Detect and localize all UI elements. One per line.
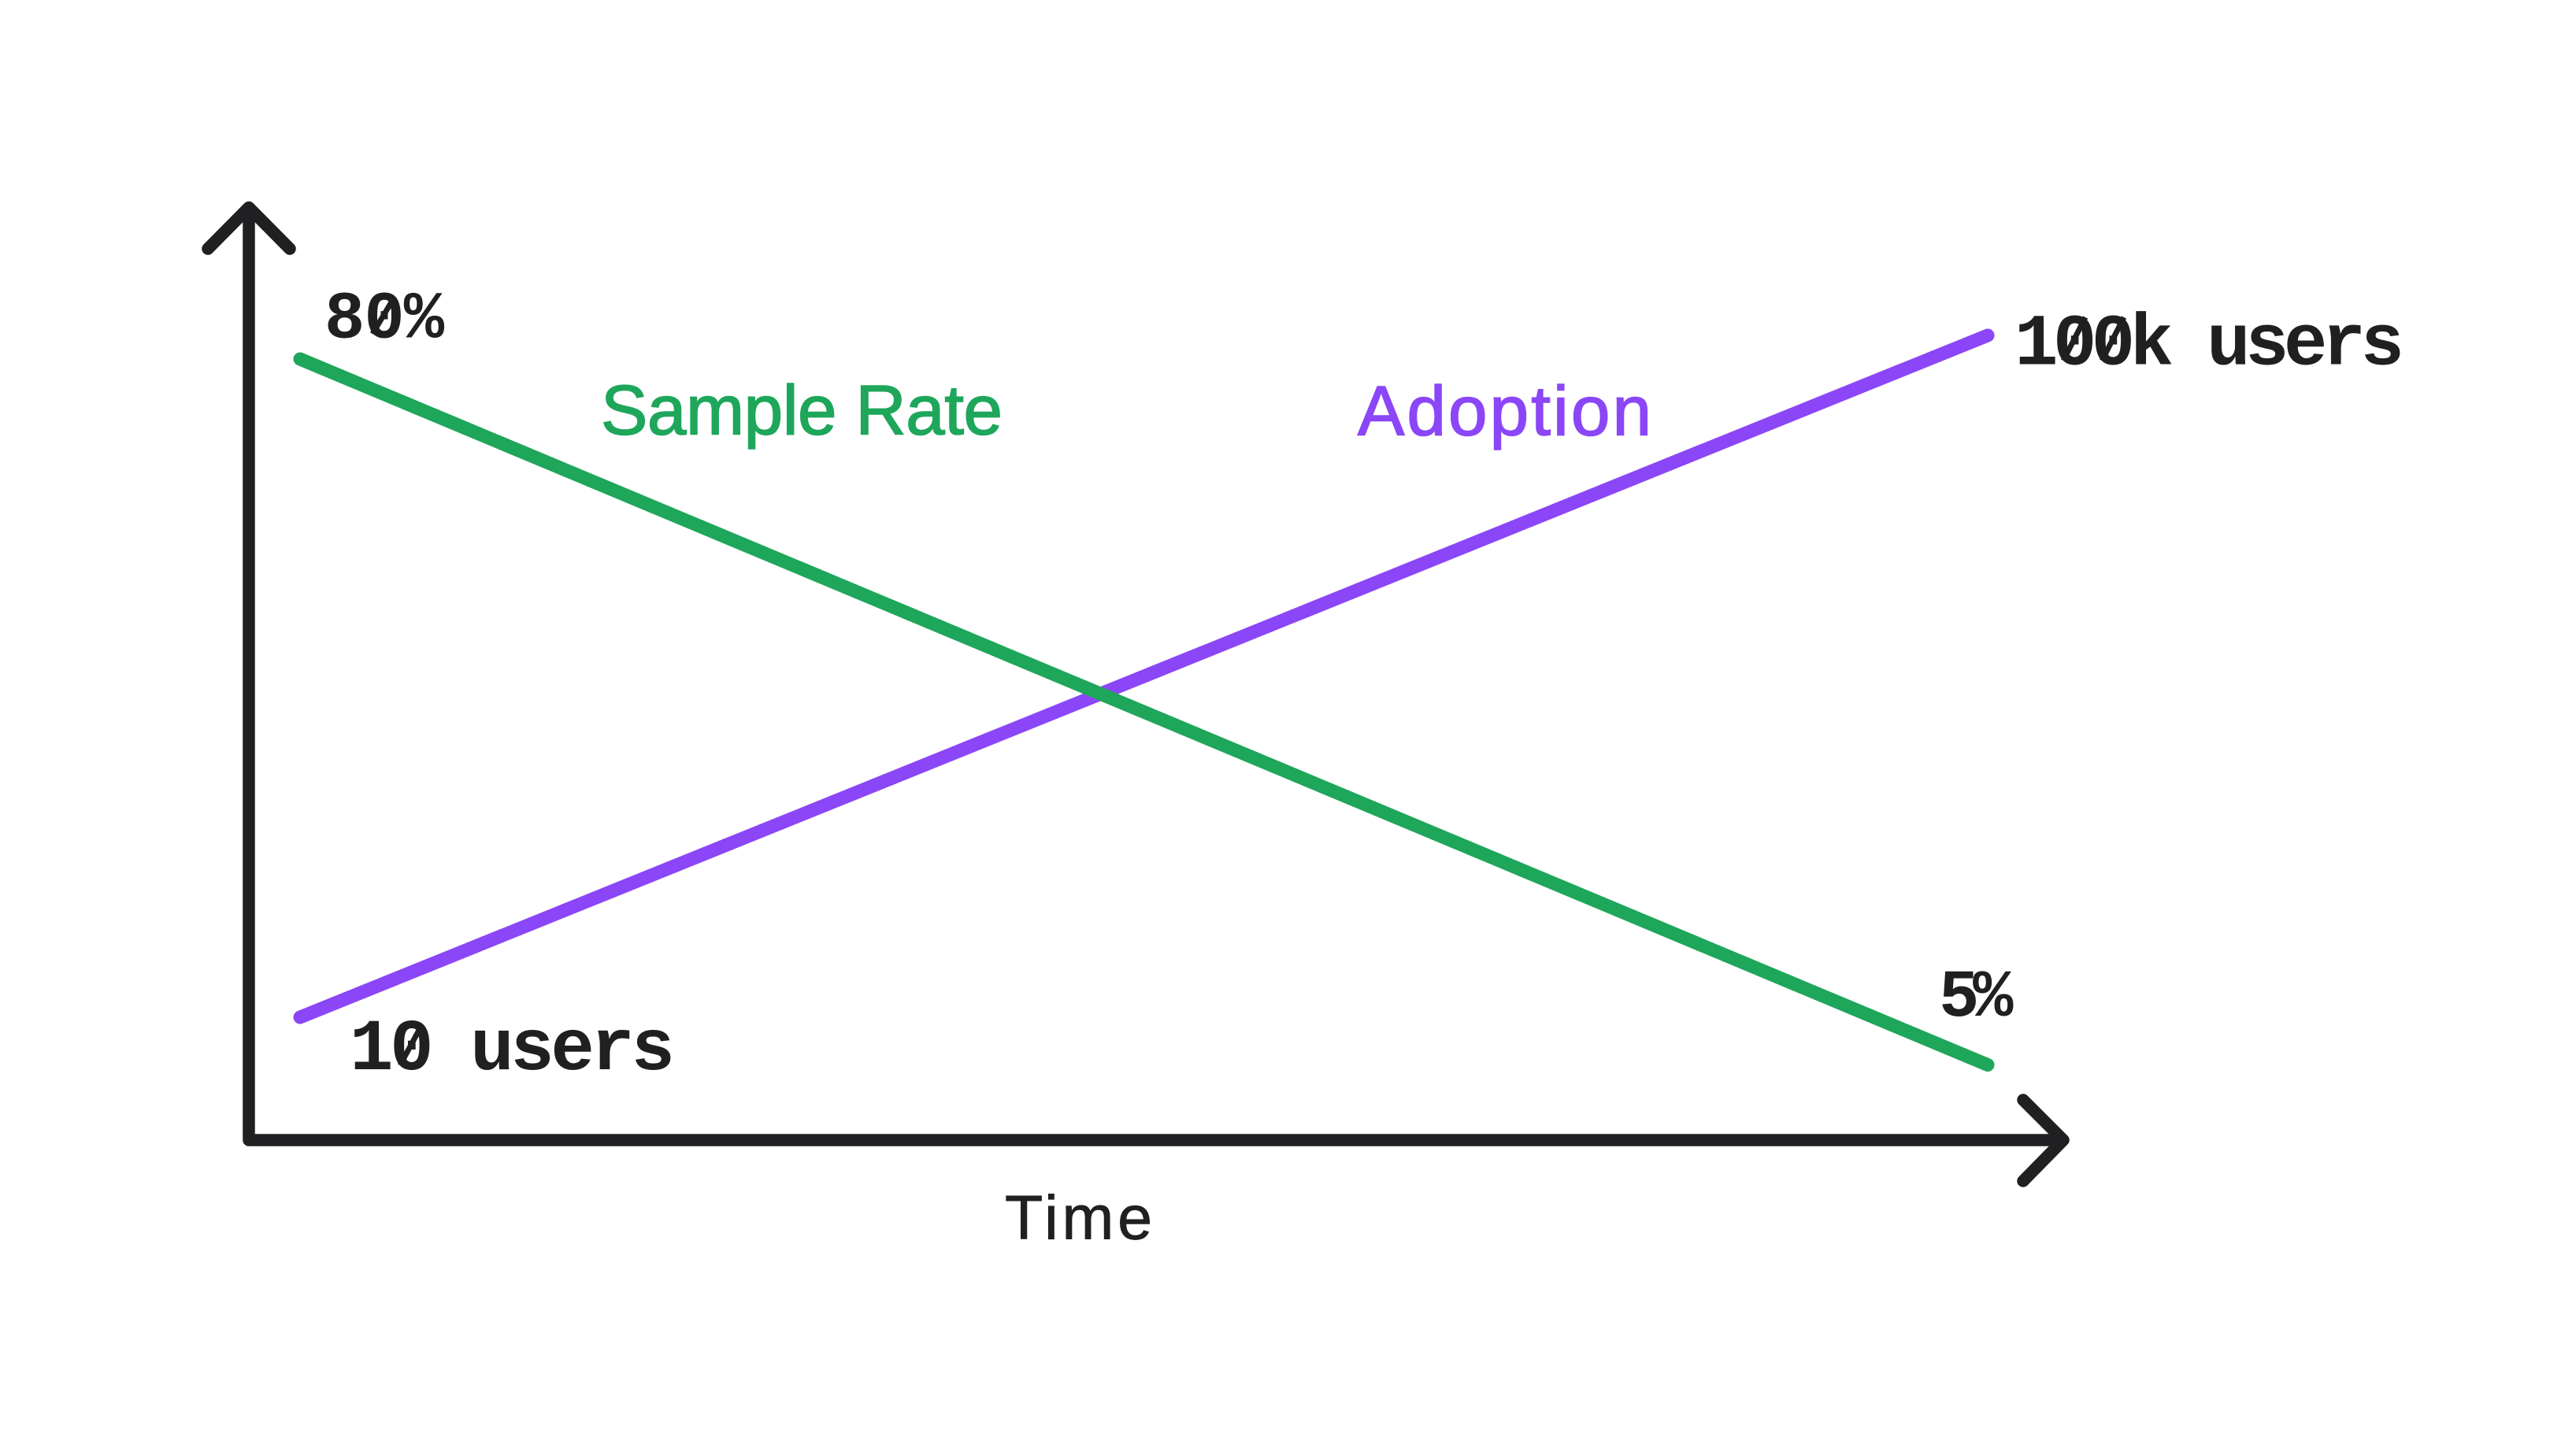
svg-text:Time: Time: [1005, 1183, 1152, 1253]
svg-text:10 users: 10 users: [350, 1009, 675, 1091]
svg-text:100k users: 100k users: [2014, 304, 2404, 387]
svg-text:5%: 5%: [1939, 960, 2014, 1036]
svg-text:Sample Rate: Sample Rate: [601, 371, 1003, 450]
svg-text:80%: 80%: [324, 282, 445, 358]
svg-text:Adoption: Adoption: [1358, 372, 1651, 450]
